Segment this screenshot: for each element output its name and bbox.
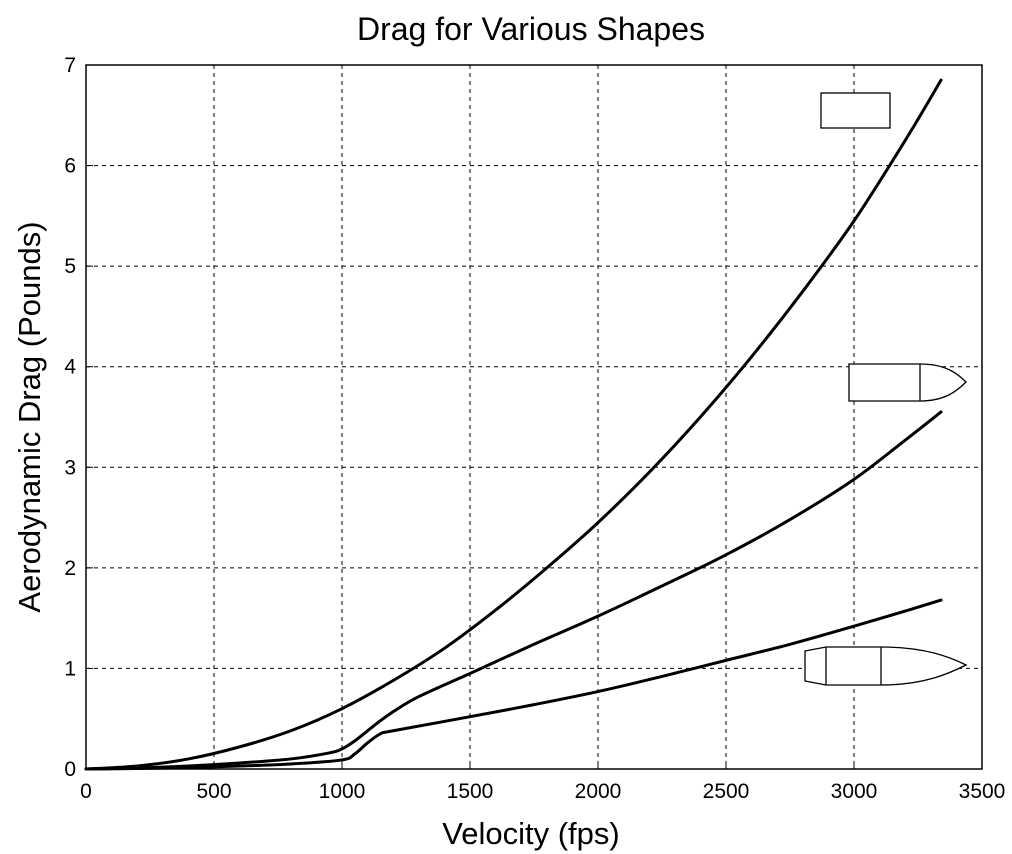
y-tick-label: 6 bbox=[64, 155, 76, 178]
y-tick-label: 4 bbox=[64, 356, 76, 379]
y-tick-label: 1 bbox=[64, 657, 76, 680]
y-tick-label: 5 bbox=[64, 255, 76, 278]
x-tick-label: 2000 bbox=[575, 780, 622, 803]
x-tick-label: 0 bbox=[80, 780, 92, 803]
x-tick-label: 500 bbox=[196, 780, 231, 803]
series-line-1 bbox=[84, 78, 943, 771]
x-tick-label: 3500 bbox=[959, 780, 1006, 803]
blunt-nose-bullet-icon bbox=[848, 363, 967, 402]
y-tick-label: 2 bbox=[64, 557, 76, 580]
series-line-2 bbox=[84, 410, 943, 771]
plot-frame bbox=[85, 64, 983, 770]
boat-tail-bullet-icon bbox=[804, 646, 968, 686]
x-axis-label: Velocity (fps) bbox=[442, 816, 619, 851]
x-tick-label: 1500 bbox=[447, 780, 494, 803]
x-tick-label: 2500 bbox=[703, 780, 750, 803]
y-tick-label: 0 bbox=[64, 758, 76, 781]
y-tick-label: 7 bbox=[64, 54, 76, 77]
x-tick-label: 1000 bbox=[319, 780, 366, 803]
cylinder-icon bbox=[820, 92, 891, 129]
tick-labels: 0 500 1000 1500 2000 2500 3000 3500 0 1 2 3 4 5 6 7 bbox=[64, 54, 1005, 803]
y-tick-label: 3 bbox=[64, 456, 76, 479]
chart-title: Drag for Various Shapes bbox=[357, 11, 705, 47]
series-line-3 bbox=[84, 598, 943, 771]
data-curves bbox=[84, 78, 943, 771]
y-axis-label: Aerodynamic Drag (Pounds) bbox=[12, 221, 47, 612]
x-tick-label: 3000 bbox=[831, 780, 878, 803]
